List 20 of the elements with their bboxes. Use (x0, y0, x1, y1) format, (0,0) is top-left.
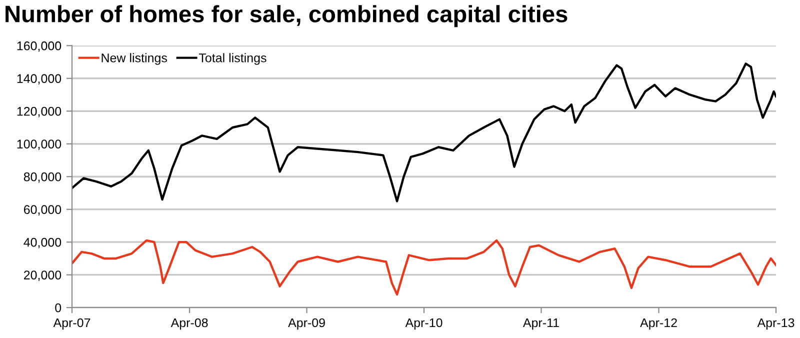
y-tick-label: 0 (55, 303, 62, 312)
x-tick-label: Apr-13 (757, 318, 794, 330)
chart-title: Number of homes for sale, combined capital cities (6, 5, 568, 28)
y-tick-label: 120,000 (17, 106, 62, 118)
legend-label: New listings (102, 53, 167, 65)
line-series (72, 239, 776, 296)
x-tick-label: Apr-12 (640, 318, 677, 330)
x-tick-label: Apr-10 (405, 318, 442, 330)
y-tick-label: 60,000 (24, 205, 62, 216)
y-tick-label: 160,000 (17, 41, 62, 52)
y-tick-label: 140,000 (17, 74, 62, 85)
y-tick-label: 20,000 (24, 270, 62, 281)
x-tick-label: Apr-09 (288, 318, 325, 330)
x-tick-label: Apr-08 (170, 318, 208, 330)
y-tick-label: 80,000 (24, 172, 62, 183)
x-tick-label: Apr-07 (53, 318, 90, 330)
x-tick-label: Apr-11 (522, 318, 559, 330)
y-tick-label: 40,000 (24, 238, 62, 248)
y-tick-label: 100,000 (17, 140, 62, 150)
legend-label: Total listings (198, 53, 266, 65)
